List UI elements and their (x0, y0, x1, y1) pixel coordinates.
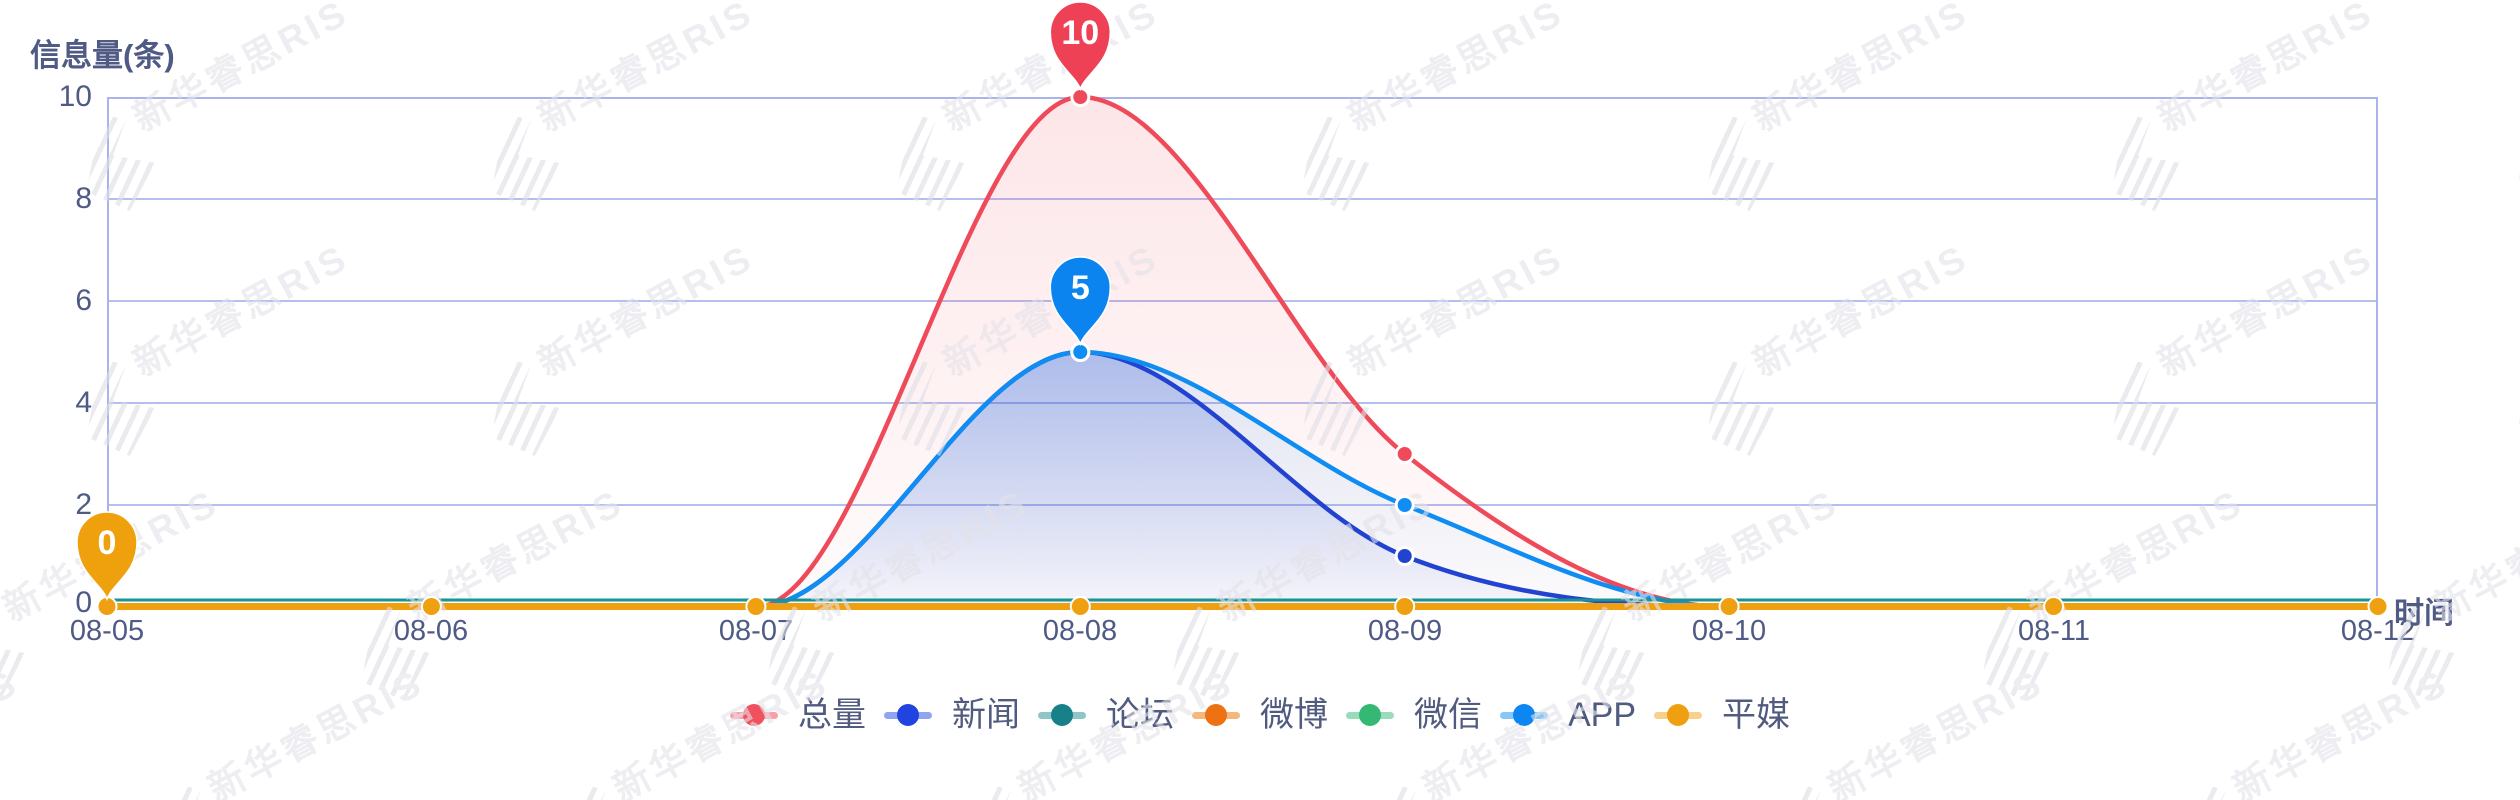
x-tick-0810: 08-10 (1691, 615, 1767, 647)
legend-marker-forum (1037, 703, 1086, 727)
legend-label-news: 新闻 (951, 696, 1020, 734)
legend-label-wechat: 微信 (1413, 696, 1482, 734)
legend-label-app: APP (1567, 696, 1637, 734)
max-marker-总量[interactable]: 10 (1049, 1, 1112, 92)
legend-item-app[interactable]: APP (1499, 693, 1637, 737)
x-tick-0805: 08-05 (69, 615, 145, 647)
y-tick-0: 0 (75, 586, 92, 619)
y-axis-title: 信息量(条) (30, 38, 175, 73)
svg-text:5: 5 (1071, 269, 1090, 307)
legend-item-weibo[interactable]: 微博 (1191, 693, 1328, 737)
legend-marker-weibo (1191, 703, 1240, 727)
point-APP-08-09[interactable] (1394, 495, 1415, 515)
watermark-logo-icon (1781, 785, 1850, 800)
legend-label-print: 平媒 (1722, 696, 1791, 734)
watermark-logo-icon (2186, 785, 2255, 800)
watermark-logo-icon (1376, 785, 1445, 800)
plot-area: 10 5 0 (76, 1, 2389, 617)
chart-markers: 10 5 0 (76, 1, 2389, 617)
legend-label-total: 总量 (797, 696, 866, 734)
point-总量-08-09[interactable] (1394, 444, 1415, 464)
x-tick-0812: 08-12 (2340, 615, 2416, 647)
chart-canvas (104, 94, 2381, 610)
y-tick-8: 8 (75, 182, 92, 215)
point-新闻-08-09[interactable] (1394, 546, 1415, 566)
y-tick-6: 6 (75, 284, 92, 317)
watermark: 新华睿思RIS (2515, 20, 2520, 235)
legend-item-total[interactable]: 总量 (729, 693, 866, 737)
x-tick-0808: 08-08 (1042, 615, 1118, 647)
x-tick-0811: 08-11 (2017, 615, 2091, 647)
legend: 总量 新闻 论坛 微博 微信 APP 平媒 (0, 693, 2520, 737)
max-marker-平媒[interactable]: 0 (76, 511, 138, 602)
legend-marker-news (883, 703, 932, 727)
area-APP (107, 352, 2378, 607)
y-tick-4: 4 (75, 386, 92, 419)
x-tick-0806: 08-06 (393, 615, 469, 647)
legend-item-wechat[interactable]: 微信 (1345, 693, 1482, 737)
legend-item-news[interactable]: 新闻 (883, 693, 1020, 737)
point-平媒-08-08[interactable] (1069, 596, 1091, 617)
point-平媒-08-12[interactable] (2367, 596, 2389, 617)
watermark-logo-icon (2516, 115, 2520, 211)
legend-marker-app (1499, 703, 1548, 727)
watermark: 新华睿思RIS (2515, 265, 2520, 480)
point-平媒-08-09[interactable] (1394, 596, 1416, 617)
watermark-logo-icon (971, 785, 1040, 800)
legend-item-print[interactable]: 平媒 (1654, 693, 1790, 737)
svg-text:0: 0 (98, 524, 117, 562)
watermark-logo-icon (2516, 360, 2520, 456)
point-平媒-08-11[interactable] (2043, 596, 2065, 617)
legend-marker-wechat (1345, 703, 1394, 727)
legend-marker-print (1654, 703, 1703, 727)
svg-text:10: 10 (1061, 14, 1099, 52)
x-tick-0809: 08-09 (1367, 615, 1443, 647)
x-tick-0807: 08-07 (718, 615, 794, 647)
watermark-logo-icon (1171, 605, 1240, 701)
y-tick-10: 10 (58, 80, 92, 113)
watermark-logo-icon (161, 785, 230, 800)
max-marker-新闻/APP[interactable]: 5 (1049, 256, 1112, 347)
point-平媒-08-10[interactable] (1718, 596, 1740, 617)
point-平媒-08-07[interactable] (745, 596, 767, 617)
area-总量 (107, 97, 2378, 607)
watermark-logo-icon (1576, 605, 1645, 701)
watermark-logo-icon (566, 785, 635, 800)
y-tick-2: 2 (75, 488, 92, 521)
legend-label-weibo: 微博 (1259, 696, 1328, 734)
point-平媒-08-06[interactable] (420, 596, 442, 617)
legend-marker-total (729, 703, 778, 727)
legend-item-forum[interactable]: 论坛 (1037, 693, 1174, 737)
legend-label-forum: 论坛 (1105, 696, 1174, 734)
